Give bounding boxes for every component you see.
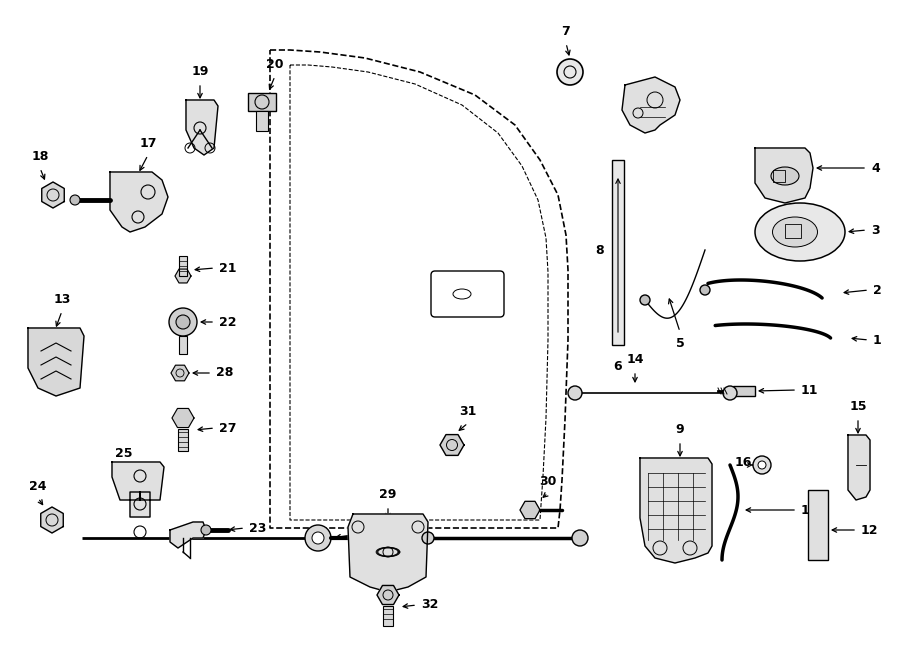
Circle shape	[758, 461, 766, 469]
Polygon shape	[640, 458, 712, 563]
Text: 13: 13	[53, 293, 71, 306]
Polygon shape	[40, 507, 63, 533]
Text: 30: 30	[539, 475, 557, 488]
Bar	[179, 336, 187, 354]
Bar	[808, 490, 828, 560]
Polygon shape	[41, 182, 64, 208]
Polygon shape	[440, 435, 464, 455]
Text: 1: 1	[873, 334, 882, 346]
Bar	[256, 111, 268, 131]
Text: 28: 28	[216, 366, 233, 379]
Circle shape	[305, 525, 331, 551]
Text: 23: 23	[249, 522, 266, 535]
Bar	[383, 606, 393, 626]
Ellipse shape	[772, 217, 817, 247]
Text: 20: 20	[266, 58, 284, 71]
Text: 5: 5	[676, 337, 684, 350]
Circle shape	[640, 295, 650, 305]
Circle shape	[312, 532, 324, 544]
Polygon shape	[112, 462, 164, 517]
Text: 24: 24	[29, 480, 47, 493]
Ellipse shape	[771, 167, 799, 185]
Circle shape	[201, 525, 211, 535]
Text: 29: 29	[379, 488, 397, 501]
Circle shape	[700, 285, 710, 295]
Text: 11: 11	[801, 383, 818, 397]
Bar	[612, 160, 624, 345]
Polygon shape	[172, 408, 194, 428]
Text: 4: 4	[871, 161, 880, 175]
Text: 27: 27	[219, 422, 237, 434]
Text: 15: 15	[850, 400, 867, 413]
Circle shape	[169, 308, 197, 336]
Text: 22: 22	[219, 315, 237, 329]
Circle shape	[176, 315, 190, 329]
Text: 31: 31	[459, 405, 477, 418]
Text: 17: 17	[140, 137, 157, 150]
Bar	[179, 256, 187, 276]
Bar	[785, 224, 801, 238]
Bar	[733, 386, 755, 396]
Polygon shape	[170, 522, 206, 548]
Polygon shape	[186, 100, 218, 155]
Text: 14: 14	[626, 353, 644, 366]
Text: 16: 16	[734, 457, 752, 469]
Text: 6: 6	[614, 360, 622, 373]
Circle shape	[753, 456, 771, 474]
Polygon shape	[622, 77, 680, 133]
Text: 7: 7	[562, 25, 571, 38]
Text: 2: 2	[873, 284, 882, 297]
Circle shape	[723, 386, 737, 400]
Circle shape	[568, 386, 582, 400]
Text: 9: 9	[676, 423, 684, 436]
Text: 8: 8	[596, 243, 604, 256]
Polygon shape	[171, 366, 189, 381]
Polygon shape	[520, 501, 540, 519]
Polygon shape	[175, 269, 191, 283]
Polygon shape	[848, 435, 870, 500]
Text: 21: 21	[219, 262, 237, 274]
Text: 26: 26	[356, 529, 374, 541]
Circle shape	[557, 59, 583, 85]
Text: 18: 18	[32, 150, 49, 163]
Text: 25: 25	[115, 447, 132, 460]
Bar	[773, 170, 785, 182]
Text: 10: 10	[801, 504, 818, 516]
Text: 19: 19	[192, 65, 209, 78]
Polygon shape	[28, 328, 84, 396]
Text: 3: 3	[871, 223, 879, 237]
Polygon shape	[377, 586, 399, 605]
Polygon shape	[110, 172, 168, 232]
Circle shape	[422, 532, 434, 544]
Circle shape	[572, 530, 588, 546]
Ellipse shape	[755, 203, 845, 261]
Text: 12: 12	[861, 524, 878, 537]
Polygon shape	[755, 148, 813, 203]
Polygon shape	[348, 514, 428, 592]
Circle shape	[70, 195, 80, 205]
Bar	[178, 429, 188, 451]
Text: 32: 32	[421, 598, 438, 611]
Bar	[248, 93, 276, 111]
